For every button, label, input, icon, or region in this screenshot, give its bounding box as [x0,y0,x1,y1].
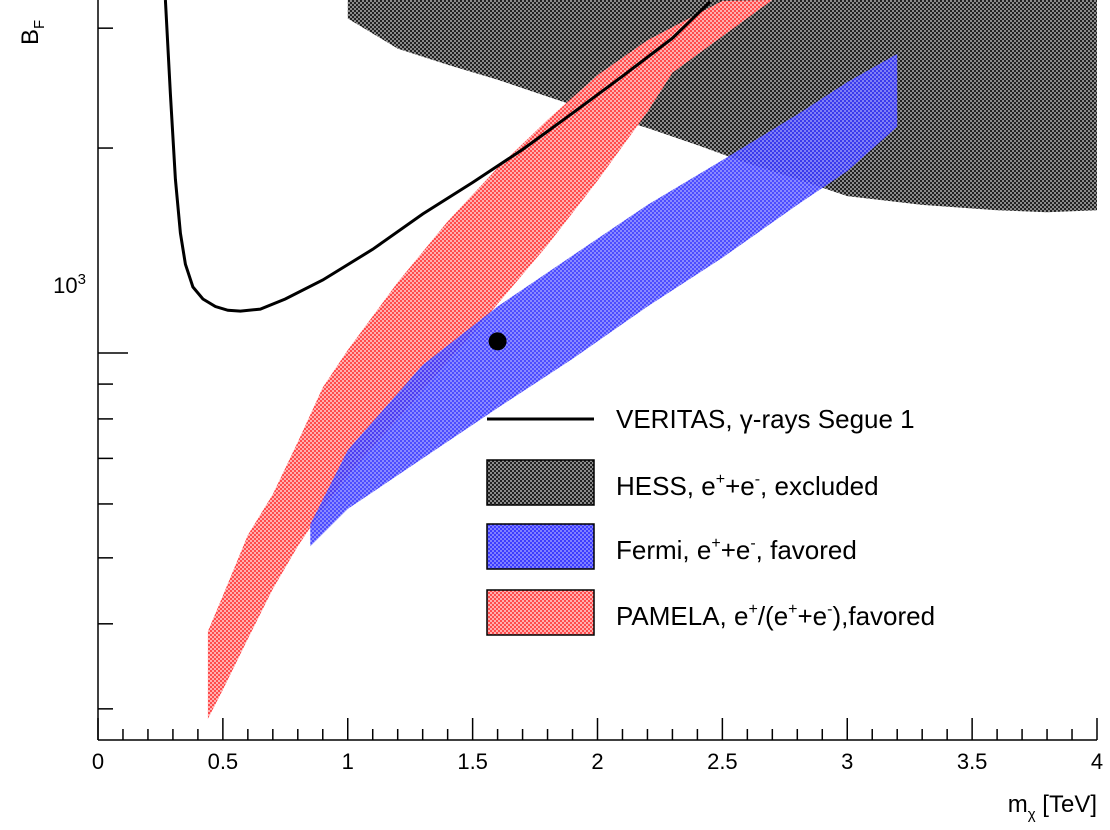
x-tick-label: 0.5 [208,749,239,774]
legend-entry-pamela: PAMELA, e+/(e++e-),favored [486,589,935,636]
x-axis-title: mχ [TeV] [1008,791,1097,823]
x-tick-label: 0 [92,749,104,774]
legend-swatch-hess [486,459,595,506]
svg-text:PAMELA, e+/(e++e-),favored: PAMELA, e+/(e++e-),favored [616,601,935,631]
axes-frame: 0 0.5 1 1.5 2 2.5 3 3.5 4 [92,0,1103,774]
svg-text:HESS, e++e-, excluded: HESS, e++e-, excluded [616,471,879,501]
x-tick-label: 3.5 [957,749,988,774]
x-tick-label: 3 [841,749,853,774]
legend-entry-veritas: VERITAS, γ-rays Segue 1 [487,404,915,434]
benchmark-point [488,332,507,351]
y-axis-title: BF [17,20,48,45]
fermi-favored-band [310,53,898,547]
plot-area [163,0,1097,719]
svg-text:Fermi, e++e-, favored: Fermi, e++e-, favored [616,535,857,565]
legend-entry-fermi: Fermi, e++e-, favored [486,523,857,570]
x-tick-label: 2.5 [707,749,738,774]
x-tick-label: 4 [1091,749,1103,774]
x-ticks: 0 0.5 1 1.5 2 2.5 3 3.5 4 [92,718,1103,774]
legend: VERITAS, γ-rays Segue 1 HESS, e++e-, exc… [486,404,935,636]
x-tick-label: 2 [591,749,603,774]
x-tick-label: 1 [342,749,354,774]
hess-excluded-band [347,0,1097,213]
legend-swatch-fermi [486,523,595,570]
veritas-limit-line [163,0,711,313]
y-major-tick-label: 103 [53,271,86,298]
legend-swatch-pamela [486,589,595,636]
svg-text:VERITAS, γ-rays Segue 1: VERITAS, γ-rays Segue 1 [616,404,915,434]
legend-entry-hess: HESS, e++e-, excluded [486,459,879,506]
svg-text:103: 103 [53,271,86,298]
y-ticks [98,27,128,710]
x-tick-label: 1.5 [457,749,488,774]
